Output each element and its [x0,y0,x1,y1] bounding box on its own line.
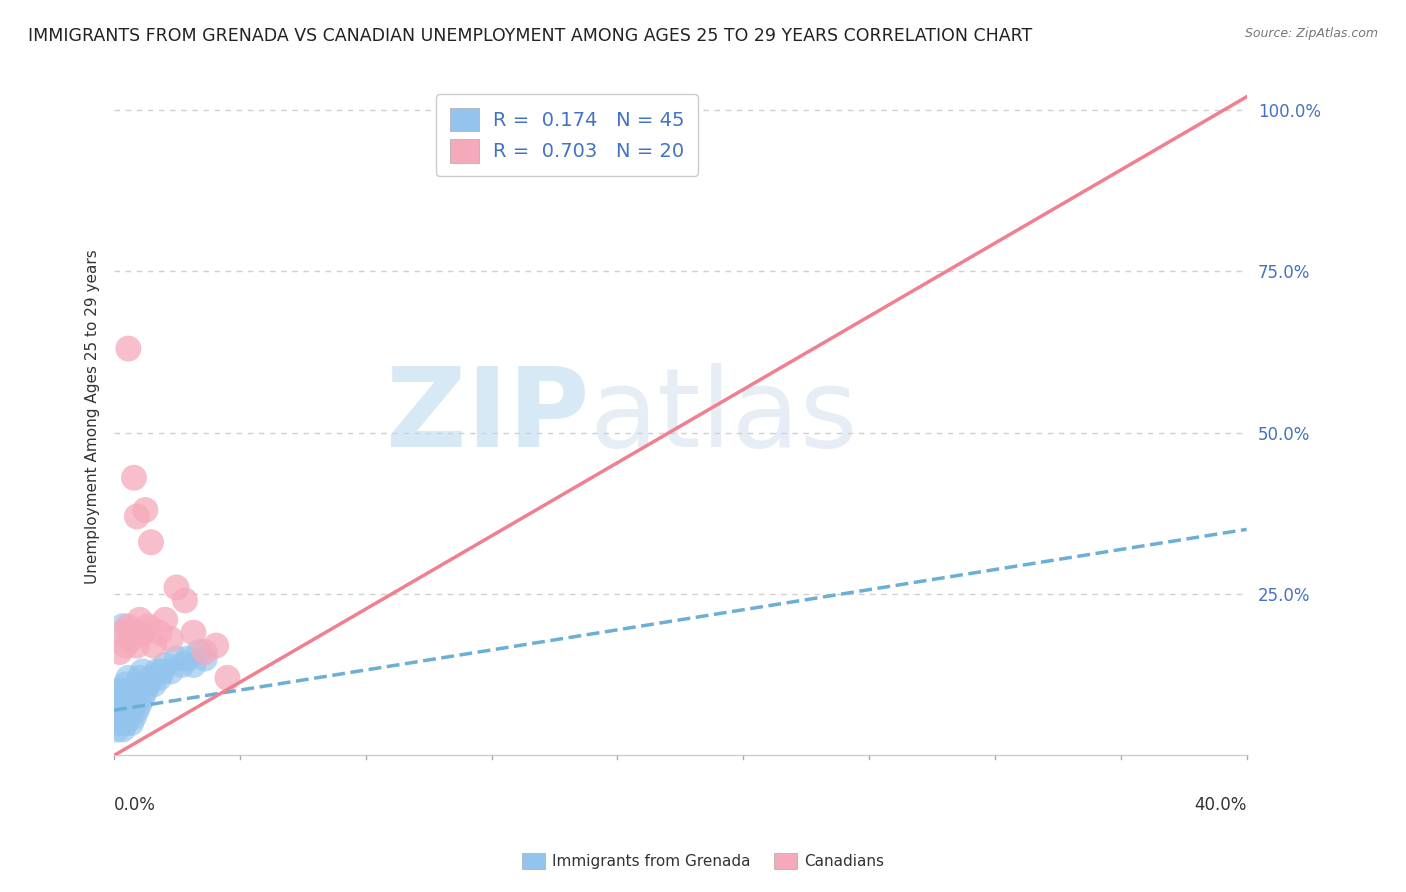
Point [177,651,200,665]
Point [125,639,148,653]
Point [117,619,139,633]
Point [111,683,134,698]
Point [114,677,136,691]
Point [125,703,148,717]
Point [117,709,139,723]
Point [128,671,150,685]
Point [136,677,159,691]
Point [217,671,239,685]
Point [108,716,131,731]
Point [142,639,165,653]
Point [111,625,134,640]
Point [166,651,188,665]
Point [108,690,131,705]
Point [194,645,217,659]
Text: Source: ZipAtlas.com: Source: ZipAtlas.com [1244,27,1378,40]
Point [105,709,128,723]
Point [150,665,173,679]
Point [183,625,205,640]
Point [120,716,142,731]
Text: IMMIGRANTS FROM GRENADA VS CANADIAN UNEMPLOYMENT AMONG AGES 25 TO 29 YEARS CORRE: IMMIGRANTS FROM GRENADA VS CANADIAN UNEM… [28,27,1032,45]
Point [114,716,136,731]
Point [111,619,134,633]
Point [148,625,170,640]
Point [125,677,148,691]
Point [105,697,128,711]
Point [120,632,142,647]
Point [194,651,217,665]
Point [120,703,142,717]
Text: 40.0%: 40.0% [1194,796,1247,814]
Point [117,342,139,356]
Point [159,632,181,647]
Point [122,471,145,485]
Point [172,657,194,672]
Point [153,657,176,672]
Point [108,683,131,698]
Point [183,657,205,672]
Point [128,613,150,627]
Point [145,665,167,679]
Point [128,697,150,711]
Text: 0.0%: 0.0% [114,796,156,814]
Point [136,619,159,633]
Point [131,625,153,640]
Point [205,639,228,653]
Point [120,683,142,698]
Point [114,639,136,653]
Point [108,645,131,659]
Point [111,709,134,723]
Point [117,671,139,685]
Point [122,709,145,723]
Point [174,593,197,607]
Point [139,535,162,549]
Text: ZIP: ZIP [387,363,589,470]
Legend: Immigrants from Grenada, Canadians: Immigrants from Grenada, Canadians [516,847,890,875]
Point [131,690,153,705]
Point [125,509,148,524]
Legend: R =  0.174   N = 45, R =  0.703   N = 20: R = 0.174 N = 45, R = 0.703 N = 20 [436,94,697,177]
Point [114,703,136,717]
Point [142,677,165,691]
Text: atlas: atlas [589,363,858,470]
Point [105,723,128,737]
Point [122,690,145,705]
Point [114,690,136,705]
Y-axis label: Unemployment Among Ages 25 to 29 years: Unemployment Among Ages 25 to 29 years [86,249,100,583]
Point [134,503,156,517]
Point [159,665,181,679]
Point [166,581,188,595]
Point [108,703,131,717]
Point [188,645,211,659]
Point [139,671,162,685]
Point [134,683,156,698]
Point [148,671,170,685]
Point [131,665,153,679]
Point [117,697,139,711]
Point [111,697,134,711]
Point [122,625,145,640]
Point [111,723,134,737]
Point [153,613,176,627]
